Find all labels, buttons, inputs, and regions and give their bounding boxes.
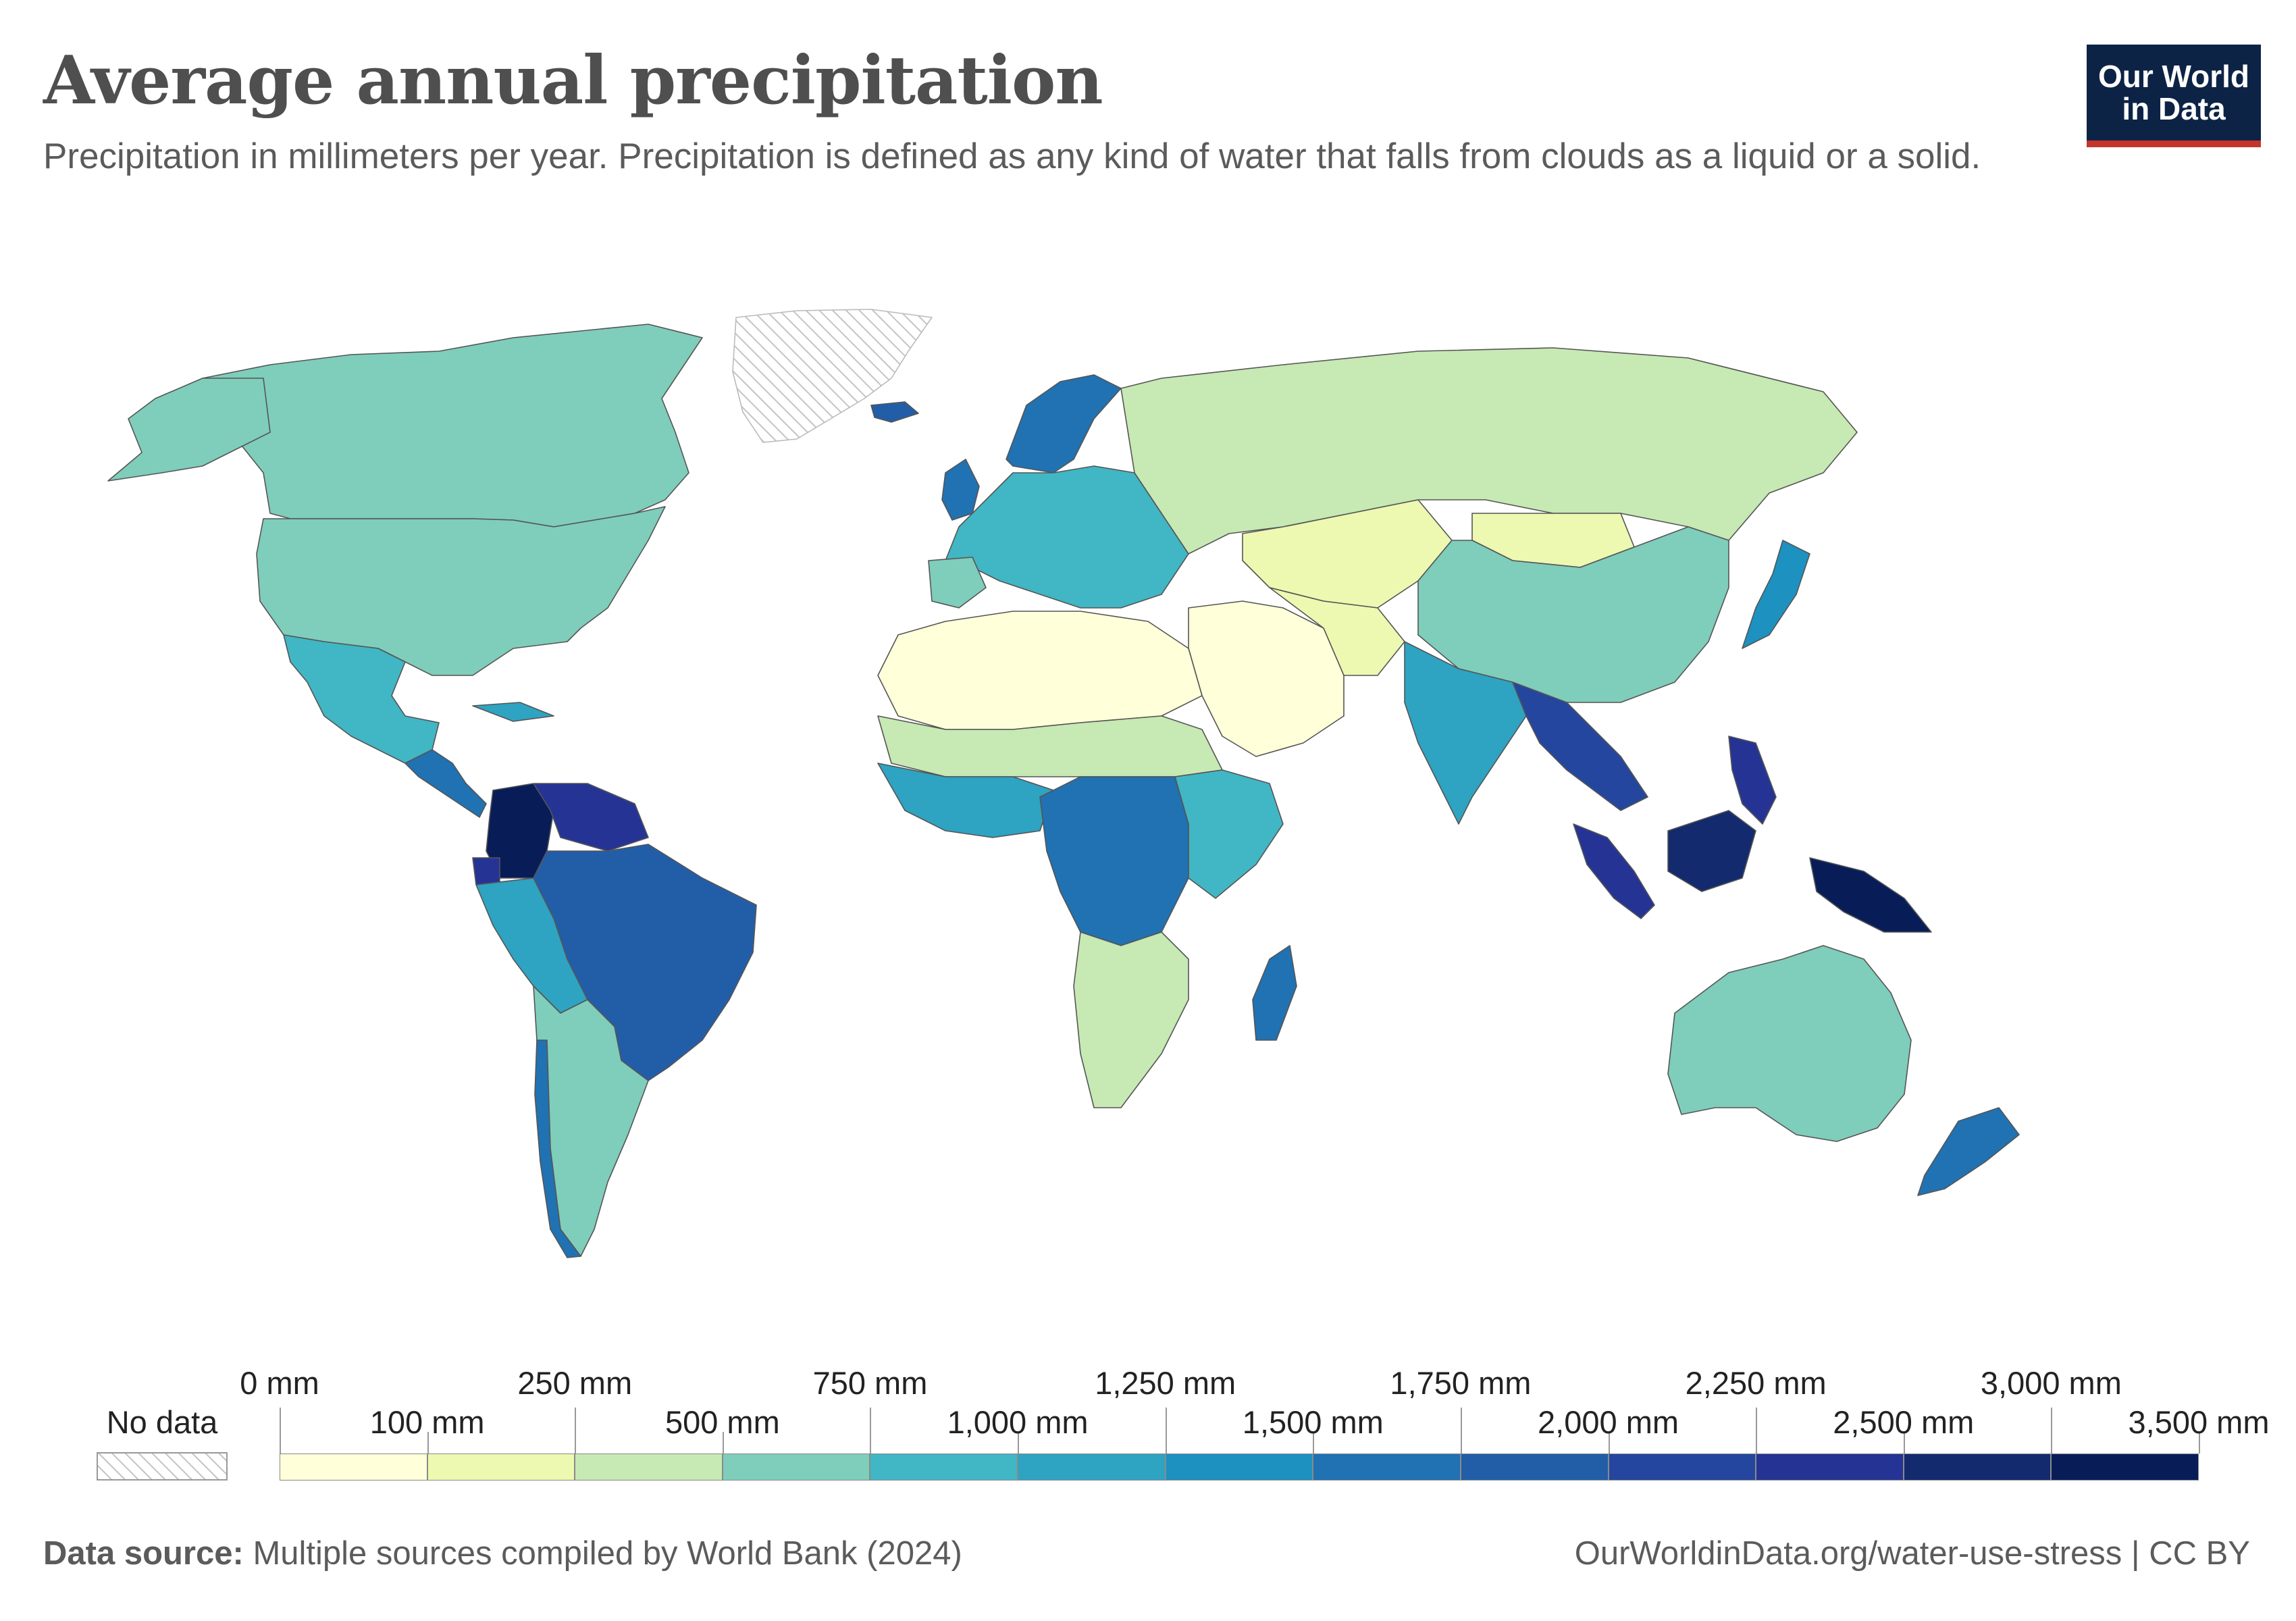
legend-bin[interactable]	[870, 1453, 1018, 1481]
region-new-guinea[interactable]	[1809, 857, 1932, 933]
chart-subtitle: Precipitation in millimeters per year. P…	[43, 136, 1981, 176]
legend-bin[interactable]	[1165, 1453, 1313, 1481]
legend-tick-line	[1903, 1432, 1905, 1453]
legend-tick-label: 3,000 mm	[1980, 1365, 2122, 1401]
legend-tick-label: 1,500 mm	[1242, 1404, 1384, 1440]
legend-tick-label: 0 mm	[240, 1365, 319, 1401]
legend-tick-line	[1460, 1408, 1462, 1453]
region-cuba[interactable]	[472, 702, 554, 722]
data-source-text: Multiple sources compiled by World Bank …	[253, 1535, 962, 1572]
legend-bin[interactable]	[427, 1453, 575, 1481]
legend-tick-label: 2,250 mm	[1685, 1365, 1827, 1401]
logo-line-2: in Data	[2122, 91, 2226, 126]
legend-bin[interactable]	[575, 1453, 723, 1481]
region-indonesia-west[interactable]	[1573, 823, 1655, 919]
legend-tick-line	[575, 1408, 577, 1453]
region-west-africa[interactable]	[877, 763, 1054, 838]
region-scandinavia[interactable]	[1006, 374, 1122, 473]
region-iberia[interactable]	[928, 557, 987, 609]
legend-bin[interactable]	[1608, 1453, 1756, 1481]
legend-tick-line	[1756, 1408, 1758, 1453]
region-southern-africa[interactable]	[1073, 931, 1189, 1108]
region-central-america[interactable]	[405, 749, 487, 818]
region-uk-ireland[interactable]	[941, 459, 980, 521]
data-source: Data source: Multiple sources compiled b…	[43, 1535, 962, 1572]
legend-tick-label: 3,500 mm	[2128, 1404, 2270, 1440]
legend-bin[interactable]	[2051, 1453, 2199, 1481]
legend-tick-label: 500 mm	[664, 1404, 780, 1440]
url-license[interactable]: OurWorldinData.org/water-use-stress | CC…	[1574, 1535, 2250, 1572]
legend-bin[interactable]	[722, 1453, 870, 1481]
legend-tick-label: 750 mm	[812, 1365, 928, 1401]
region-alaska[interactable]	[107, 378, 271, 482]
logo-line-1: Our World	[2097, 59, 2250, 94]
region-borneo[interactable]	[1667, 810, 1756, 892]
legend-tick-label: 250 mm	[517, 1365, 633, 1401]
region-japan[interactable]	[1742, 540, 1810, 649]
legend-tick-line	[2199, 1432, 2200, 1453]
region-canada[interactable]	[202, 324, 703, 528]
region-southern-chile[interactable]	[534, 1039, 581, 1258]
legend-bin[interactable]	[280, 1453, 427, 1481]
region-greenland[interactable]	[732, 309, 933, 443]
legend-tick-line	[1608, 1432, 1610, 1453]
region-east-africa[interactable]	[1174, 769, 1284, 899]
data-source-label: Data source:	[43, 1535, 244, 1572]
region-southeast-asia[interactable]	[1512, 681, 1648, 811]
legend-bin[interactable]	[1313, 1453, 1461, 1481]
region-madagascar[interactable]	[1252, 945, 1297, 1041]
legend-no-data-swatch	[97, 1452, 228, 1481]
region-philippines[interactable]	[1728, 736, 1777, 825]
legend-no-data-label: No data	[106, 1404, 218, 1440]
region-iceland[interactable]	[870, 401, 919, 423]
region-australia[interactable]	[1667, 945, 1912, 1142]
legend-tick-line	[280, 1408, 281, 1453]
legend-tick-label: 2,500 mm	[1833, 1404, 1975, 1440]
legend-bin[interactable]	[1903, 1453, 2052, 1481]
legend-tick-label: 1,750 mm	[1390, 1365, 1532, 1401]
legend-tick-line	[2051, 1408, 2053, 1453]
region-india[interactable]	[1404, 641, 1527, 825]
legend-tick-line	[722, 1432, 724, 1453]
legend-tick-label: 2,000 mm	[1538, 1404, 1679, 1440]
legend-tick-label: 1,000 mm	[947, 1404, 1089, 1440]
legend-tick-label: 1,250 mm	[1095, 1365, 1236, 1401]
legend-tick-line	[1165, 1408, 1167, 1453]
region-central-africa[interactable]	[1039, 776, 1189, 946]
legend-tick-line	[427, 1432, 429, 1453]
legend-bin[interactable]	[1756, 1453, 1904, 1481]
region-europe[interactable]	[945, 465, 1189, 609]
region-north-africa[interactable]	[877, 611, 1203, 730]
legend-tick-label: 100 mm	[369, 1404, 485, 1440]
owid-logo[interactable]: Our World in Data	[2087, 45, 2261, 147]
region-iran-afghanistan[interactable]	[1269, 587, 1405, 676]
legend-bin[interactable]	[1018, 1453, 1166, 1481]
legend-tick-line	[1313, 1432, 1315, 1453]
legend-tick-line	[1018, 1432, 1020, 1453]
legend-bin[interactable]	[1460, 1453, 1609, 1481]
region-venezuela-guianas[interactable]	[533, 783, 649, 852]
legend-tick-line	[870, 1408, 872, 1453]
chart-title: Average annual precipitation	[43, 42, 1103, 120]
region-ecuador[interactable]	[472, 857, 500, 885]
region-new-zealand[interactable]	[1917, 1107, 2020, 1196]
